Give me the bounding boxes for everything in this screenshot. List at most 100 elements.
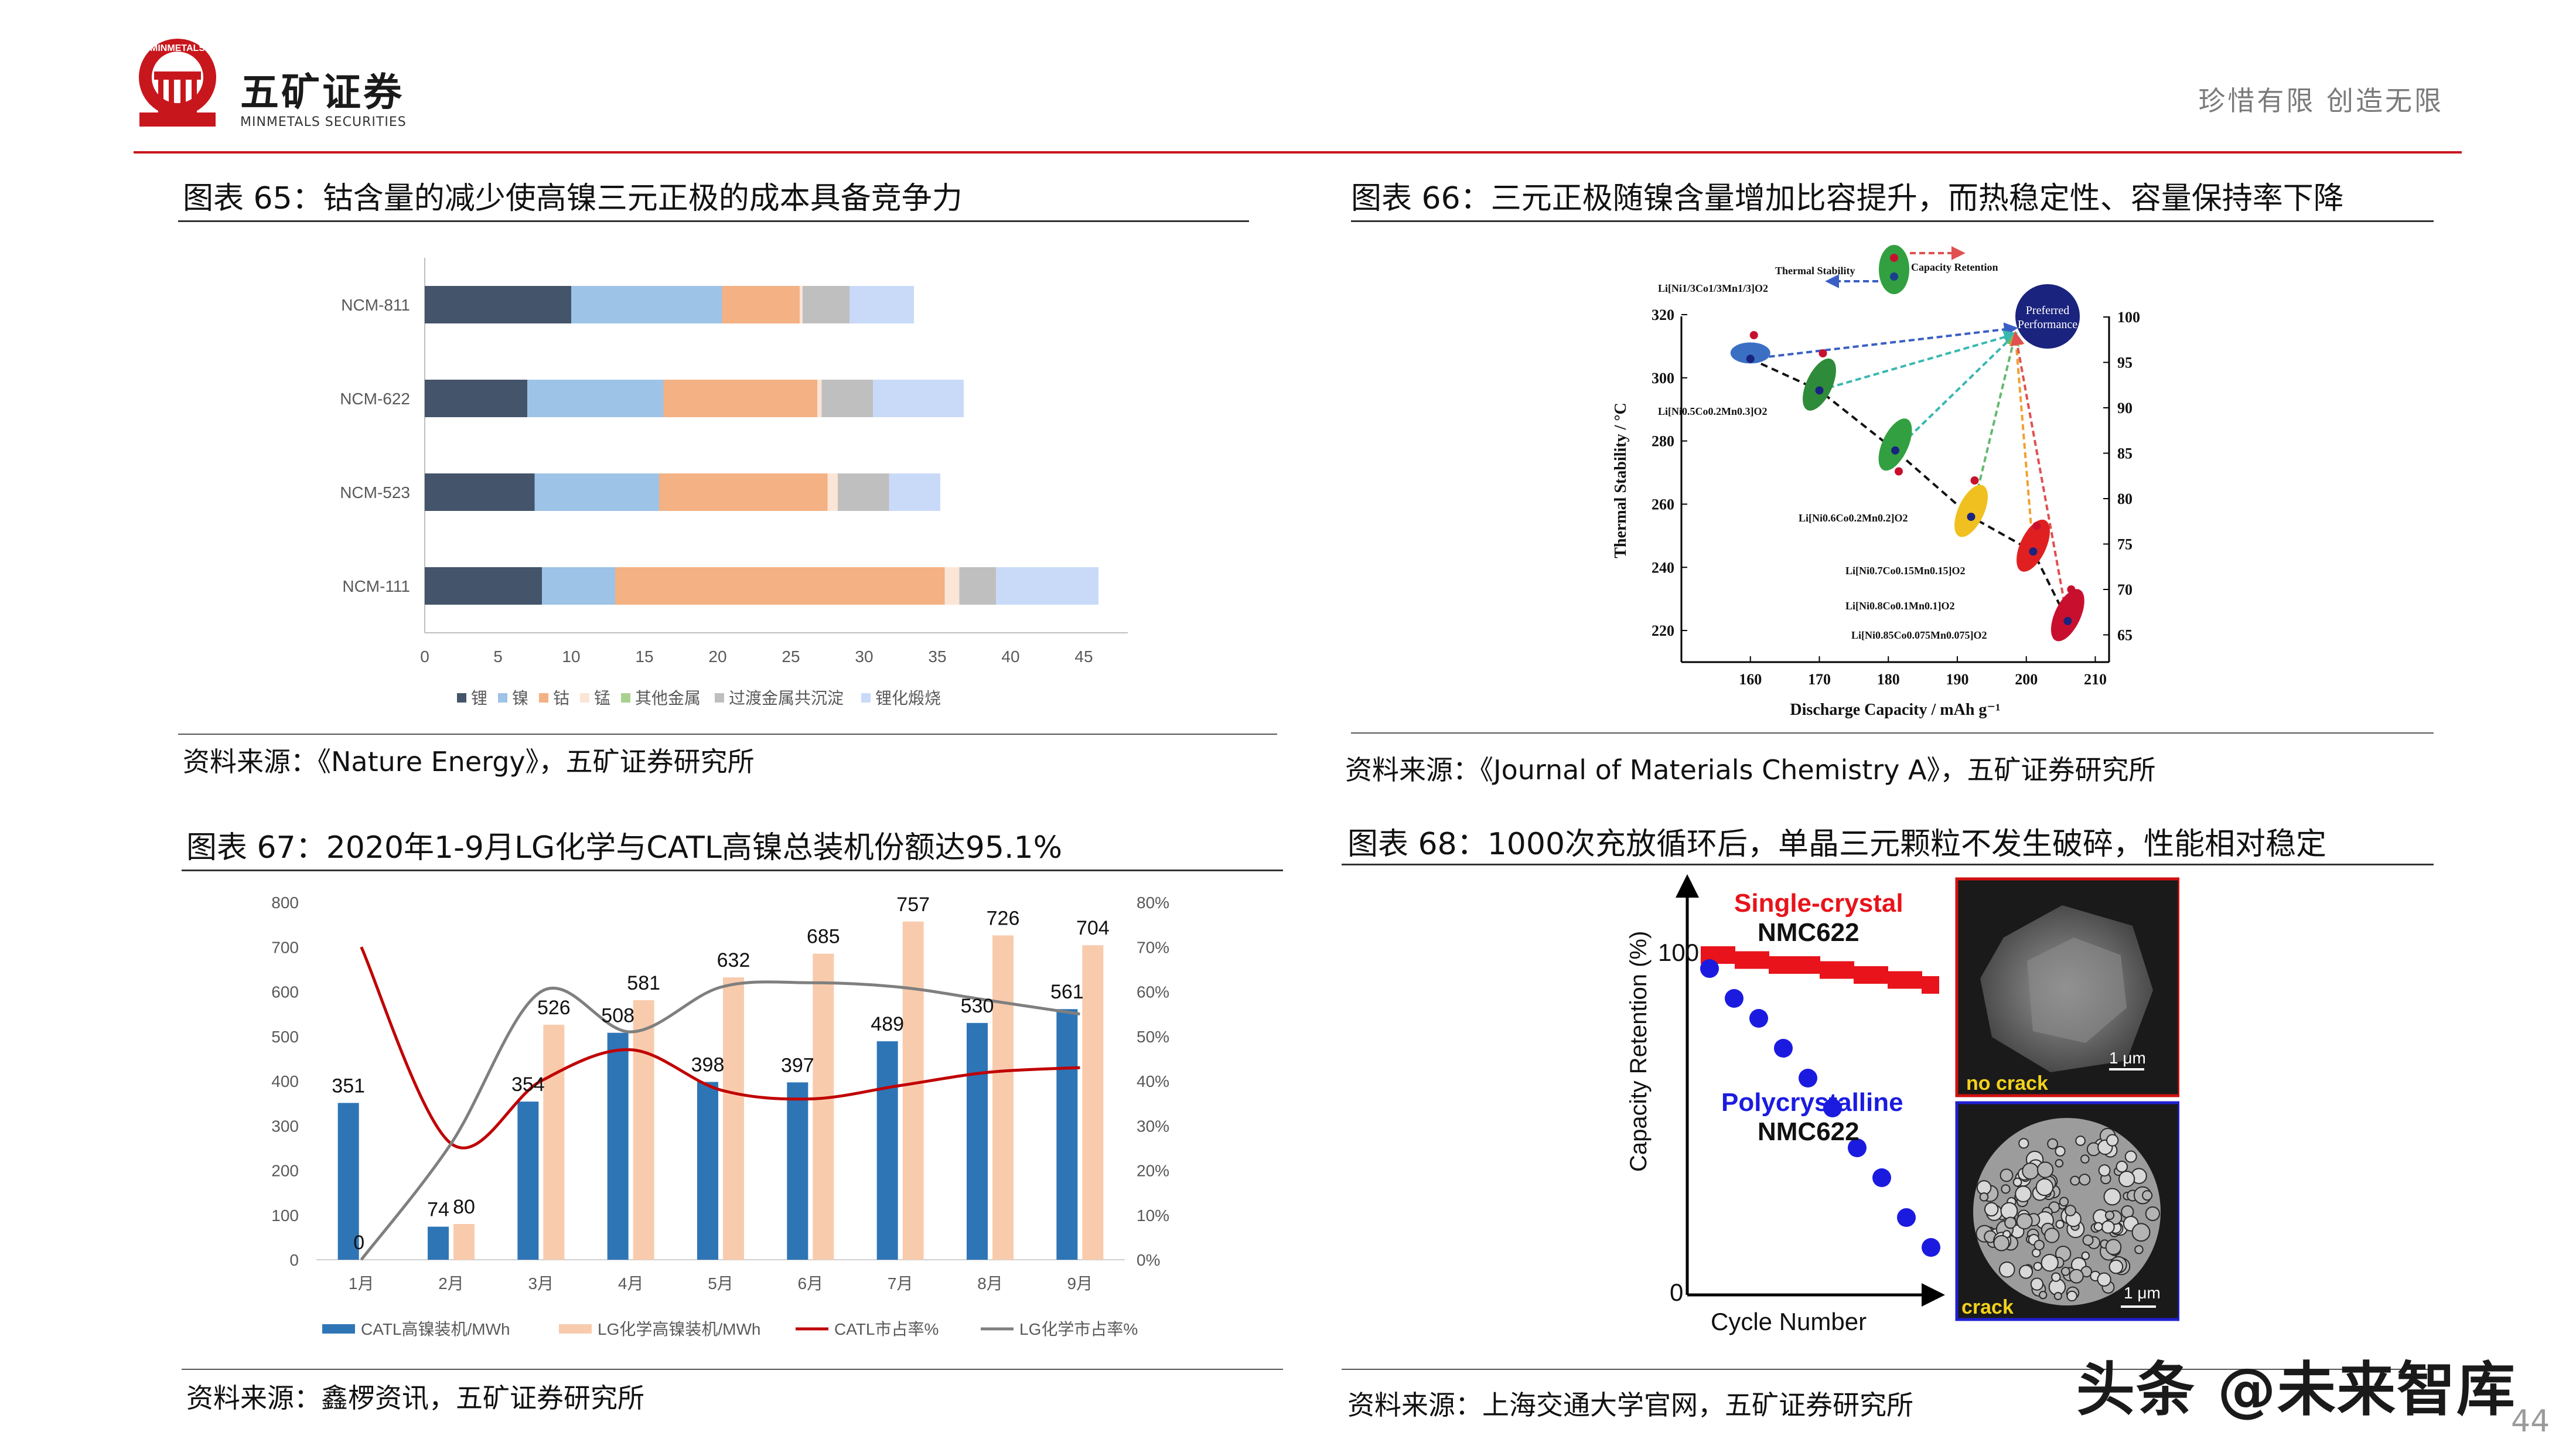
fig68-grain <box>2039 1291 2048 1300</box>
fig68-grain <box>2004 1216 2017 1229</box>
fig68-single-crystal-marker <box>1820 961 1837 979</box>
fig67-data-label: 508 <box>601 1005 634 1027</box>
fig65-x-tick: 0 <box>420 647 429 666</box>
fig67-yr-tick: 30% <box>1137 1117 1169 1135</box>
fig67-yr-tick: 70% <box>1137 938 1169 956</box>
fig68-grain <box>2066 1290 2077 1302</box>
fig67-category-label: 5月 <box>708 1274 733 1293</box>
fig68-grain <box>2065 1205 2076 1216</box>
fig67-data-label: 581 <box>627 972 660 994</box>
scale-bar-1: 1 μm <box>2109 1049 2146 1067</box>
fig66-point-label: Li[Ni1/3Co1/3Mn1/3]O2 <box>1658 282 1768 294</box>
fig68-grain <box>2055 1145 2066 1157</box>
fig66-point-ellipse <box>1803 358 1836 411</box>
fig65-bar-segment <box>663 380 817 417</box>
fig68-grain <box>2019 1264 2033 1279</box>
fig68-grain <box>2101 1220 2115 1234</box>
fig67-yl-tick: 800 <box>271 894 299 912</box>
fig65-x-tick: 10 <box>562 647 580 666</box>
fig67-category-label: 3月 <box>528 1274 554 1293</box>
fig67-legend: CATL高镍装机/MWh LG化学高镍装机/MWh CATL市占率% LG化学市占率% <box>322 1320 1138 1338</box>
fig66-labels: Li[Ni1/3Co1/3Mn1/3]O2 Li[Ni0.5Co0.2Mn0.3]… <box>1658 282 1987 641</box>
fig66-yl-tick: 320 <box>1652 306 1674 323</box>
fig68-grain <box>2044 1228 2060 1243</box>
fig65-bar-segment <box>803 286 849 323</box>
fig66-point-ellipse <box>1878 418 1912 471</box>
page-number: 44 <box>2511 1404 2550 1439</box>
fig66-yl-tick: 220 <box>1652 622 1674 639</box>
fig68-y100: 100 <box>1658 939 1699 966</box>
fig67-yr-tick: 60% <box>1137 983 1169 1001</box>
fig65-legend-label: 其他金属 <box>635 689 701 707</box>
fig68-grain <box>2036 1161 2054 1178</box>
slogan: 珍惜有限 创造无限 <box>2198 85 2444 117</box>
fig68-grain <box>2018 1138 2029 1149</box>
fig68-grain <box>2075 1136 2086 1146</box>
fig66-thermal-point <box>2029 547 2038 556</box>
fig68-grain <box>2000 1202 2018 1220</box>
fig65-bar-segment <box>659 473 828 511</box>
fig67-data-label: 80 <box>453 1196 475 1218</box>
fig68-grain <box>2001 1184 2011 1194</box>
fig68-bottom-rule <box>1342 1369 2434 1370</box>
fig67-legend-label: LG化学高镍装机/MWh <box>598 1320 760 1338</box>
fig66-retention-point <box>1818 349 1827 357</box>
fig66-thermal-point <box>1967 513 1975 521</box>
logo-ring-text: MINMETALS <box>150 43 205 53</box>
fig67-bottom-rule <box>182 1369 1283 1370</box>
logo: MINMETALS <box>134 36 221 130</box>
scale-bar-2: 1 μm <box>2124 1284 2161 1302</box>
fig68-single-crystal-marker <box>1786 956 1803 974</box>
fig66-thermal-point <box>1815 386 1824 395</box>
fig68-grain <box>2016 1213 2033 1230</box>
fig66-ylabel-right: Capacity Retention / % <box>2154 398 2156 563</box>
fig66-thermal-point <box>1891 446 1899 455</box>
fig65-bar-segment <box>527 380 664 417</box>
fig66-xlabel: Discharge Capacity / mAh g⁻¹ <box>1790 701 2000 719</box>
fig67-bar <box>1056 1009 1078 1260</box>
fig68-grain <box>2030 1277 2044 1291</box>
preferred-line1: Preferred <box>2026 304 2069 317</box>
fig65-axes: 0 5 10 15 20 25 30 35 40 45 NCM-811 NCM-622 NCM-523 N… <box>340 258 1128 666</box>
fig66-yr-tick: 70 <box>2117 581 2133 598</box>
fig66-ylabel-left: Thermal Stability / °C <box>1612 403 1630 558</box>
fig66-x-tick: 200 <box>2015 671 2038 688</box>
fig68-grain <box>1979 1192 1989 1202</box>
fig65-x-tick: 25 <box>782 647 800 666</box>
fig66-point-label: Li[Ni0.8Co0.1Mn0.1]O2 <box>1845 600 1955 612</box>
preferred-line2: Performance <box>2018 318 2077 331</box>
fig68-polycrystalline-marker <box>1799 1069 1817 1087</box>
fig67-yl-tick: 0 <box>289 1251 299 1269</box>
fig68-title: 图表 68：1000次充放循环后，单晶三元颗粒不发生破碎，性能相对稳定 <box>1347 827 2327 862</box>
legend-capacity-label: Capacity Retention <box>1911 261 1998 273</box>
fig68-grain <box>2131 1223 2151 1242</box>
fig67-data-label: 351 <box>332 1075 365 1097</box>
fig67-title: 图表 67：2020年1-9月LG化学与CATL高镍总装机份额达95.1% <box>186 830 1063 865</box>
fig66-point-label: Li[Ni0.85Co0.075Mn0.075]O2 <box>1851 629 1987 641</box>
fig66-point-label: Li[Ni0.5Co0.2Mn0.3]O2 <box>1658 405 1768 417</box>
fig67-bar <box>517 1102 539 1260</box>
fig68-single-crystal-marker <box>1837 961 1854 979</box>
fig66-chart: 160 170 180 190 200 210 320 300 280 260 240 220 100 9… <box>1612 245 2156 719</box>
fig66-yl-tick: 240 <box>1652 559 1674 576</box>
fig65-category-label: NCM-811 <box>341 296 410 314</box>
legend-thermal-label: Thermal Stability <box>1775 265 1855 277</box>
fig67-legend-swatch <box>559 1324 592 1334</box>
fig67-bar <box>697 1082 718 1260</box>
fig65-bottom-rule <box>178 734 1277 735</box>
fig67-yl-tick: 200 <box>271 1162 299 1180</box>
fig65-bar-segment <box>817 380 822 417</box>
fig67-category-label: 1月 <box>349 1274 374 1293</box>
fig68-grain <box>1984 1202 1999 1217</box>
fig65-bar-segment <box>944 567 960 605</box>
fig65-category-label: NCM-622 <box>340 390 410 408</box>
fig67-bar <box>723 977 744 1260</box>
fig65-bar-segment <box>425 473 535 511</box>
brand-name-cn: 五矿证券 <box>240 70 404 115</box>
fig68-single-label: Single-crystal <box>1734 889 1903 918</box>
fig68-polycrystalline-marker <box>1872 1168 1891 1187</box>
fig65-x-tick: 40 <box>1001 647 1019 666</box>
watermark: 头条 @未来智库 <box>2076 1355 2516 1424</box>
fig67-data-label: 354 <box>511 1073 545 1096</box>
fig65-source: 资料来源：《Nature Energy》，五矿证券研究所 <box>183 746 755 778</box>
